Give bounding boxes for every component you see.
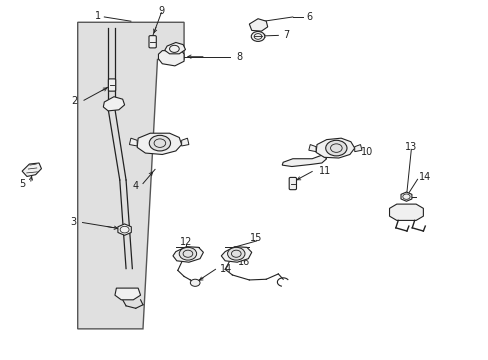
Polygon shape xyxy=(118,224,131,235)
Polygon shape xyxy=(164,42,185,54)
Circle shape xyxy=(325,140,346,156)
Text: 12: 12 xyxy=(180,237,192,247)
Polygon shape xyxy=(308,145,315,152)
Polygon shape xyxy=(181,138,188,146)
Text: 5: 5 xyxy=(19,179,25,189)
Text: 8: 8 xyxy=(236,51,243,62)
Circle shape xyxy=(149,135,170,151)
Text: 16: 16 xyxy=(238,257,250,267)
Polygon shape xyxy=(173,247,203,262)
Text: 11: 11 xyxy=(318,166,330,176)
Text: 13: 13 xyxy=(405,142,417,152)
Polygon shape xyxy=(400,192,411,201)
Text: 1: 1 xyxy=(94,11,101,21)
Polygon shape xyxy=(137,133,181,154)
Polygon shape xyxy=(315,138,354,158)
Text: 3: 3 xyxy=(70,217,76,227)
Circle shape xyxy=(227,247,244,260)
Polygon shape xyxy=(22,163,41,176)
FancyBboxPatch shape xyxy=(108,79,116,91)
Polygon shape xyxy=(389,204,423,220)
Text: 9: 9 xyxy=(158,5,164,15)
Text: 4: 4 xyxy=(132,181,139,191)
FancyBboxPatch shape xyxy=(288,177,296,190)
Polygon shape xyxy=(221,247,251,262)
Text: 10: 10 xyxy=(360,147,372,157)
Polygon shape xyxy=(78,22,183,329)
Polygon shape xyxy=(103,97,124,111)
Text: 6: 6 xyxy=(306,12,312,22)
Text: 7: 7 xyxy=(283,30,289,40)
Polygon shape xyxy=(282,155,326,167)
Polygon shape xyxy=(158,51,183,66)
Text: 2: 2 xyxy=(71,96,77,106)
Circle shape xyxy=(190,279,200,286)
Polygon shape xyxy=(115,288,140,300)
FancyBboxPatch shape xyxy=(149,36,156,48)
Polygon shape xyxy=(354,145,361,152)
Text: 14: 14 xyxy=(220,264,232,274)
Circle shape xyxy=(179,247,196,260)
Circle shape xyxy=(251,31,264,41)
Polygon shape xyxy=(249,19,267,31)
Text: 14: 14 xyxy=(418,172,430,182)
Polygon shape xyxy=(129,138,137,146)
Text: 15: 15 xyxy=(250,234,262,243)
